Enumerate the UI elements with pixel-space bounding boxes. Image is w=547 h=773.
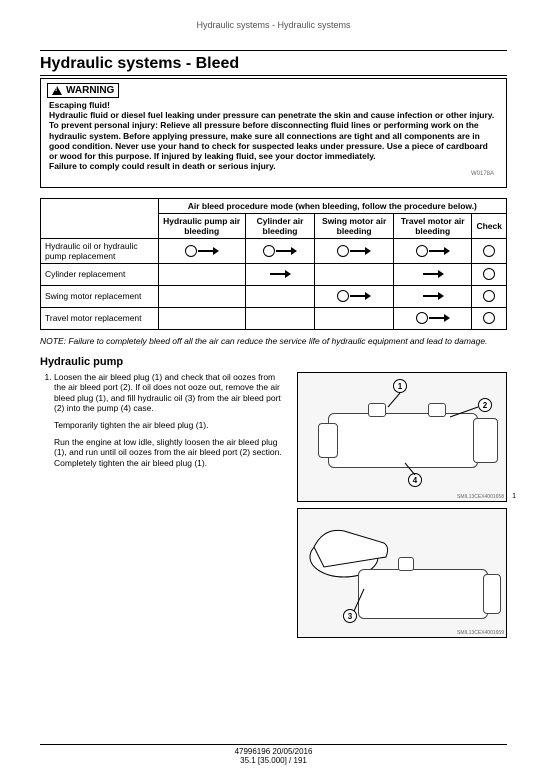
figure-1: 1 2 4 SMIL13CEX4001658 1 (297, 372, 507, 502)
step-1-text: Loosen the air bleed plug (1) and check … (40, 372, 287, 644)
row-label: Swing motor replacement (41, 285, 159, 307)
warning-triangle-icon (52, 86, 62, 95)
table-cell (393, 263, 471, 285)
table-cell (158, 238, 245, 263)
table-cell (393, 307, 471, 329)
row-label: Travel motor replacement (41, 307, 159, 329)
table-cell (472, 307, 507, 329)
table-row: Cylinder replacement (41, 263, 507, 285)
table-cell (472, 238, 507, 263)
rule-top (40, 50, 507, 51)
table-cell (158, 307, 245, 329)
footer-page: 35.1 [35.000] / 191 (40, 756, 507, 765)
table-cell (393, 238, 471, 263)
header-breadcrumb: Hydraulic systems - Hydraulic systems (40, 20, 507, 30)
figure-2-credit: SMIL13CEX4001659 (457, 630, 504, 636)
warning-box: WARNING Escaping fluid! Hydraulic fluid … (40, 78, 507, 188)
col-h-3: Travel motor air bleeding (393, 213, 471, 238)
table-row: Hydraulic oil or hydraulic pump replacem… (41, 238, 507, 263)
table-cell (315, 238, 394, 263)
warning-code: W0178A (471, 171, 498, 180)
step-1-item: Loosen the air bleed plug (1) and check … (54, 372, 287, 469)
leader-line-icon (448, 403, 482, 423)
table-row: Swing motor replacement (41, 285, 507, 307)
warning-text: Hydraulic fluid or diesel fuel leaking u… (49, 110, 498, 161)
figure-2: 3 SMIL13CEX4001659 (297, 508, 507, 638)
table-row: Travel motor replacement (41, 307, 507, 329)
warning-fail: Failure to comply could result in death … (49, 161, 498, 171)
table-caption: Air bleed procedure mode (when bleeding,… (158, 198, 506, 213)
step-1-row: Loosen the air bleed plug (1) and check … (40, 372, 507, 644)
figure-1-page: 1 (512, 493, 516, 500)
table-cell (158, 263, 245, 285)
table-cell (158, 285, 245, 307)
table-corner (41, 198, 159, 238)
col-h-2: Swing motor air bleeding (315, 213, 394, 238)
leader-line-icon (350, 587, 370, 613)
page-footer: 47996196 20/05/2016 35.1 [35.000] / 191 (40, 744, 507, 765)
warning-heading: WARNING (47, 83, 119, 98)
figure-1-credit: SMIL13CEX4001658 (457, 494, 504, 500)
table-cell (315, 263, 394, 285)
row-label: Hydraulic oil or hydraulic pump replacem… (41, 238, 159, 263)
step-1-p2: Temporarily tighten the air bleed plug (… (54, 420, 287, 431)
table-cell (245, 307, 315, 329)
col-h-0: Hydraulic pump air bleeding (158, 213, 245, 238)
col-h-4: Check (472, 213, 507, 238)
row-label: Cylinder replacement (41, 263, 159, 285)
table-cell (245, 238, 315, 263)
col-h-1: Cylinder air bleeding (245, 213, 315, 238)
figure-column: 1 2 4 SMIL13CEX4001658 1 3 SMIL13CEX4001… (297, 372, 507, 644)
table-cell (393, 285, 471, 307)
warning-label: WARNING (66, 85, 114, 96)
table-cell (472, 263, 507, 285)
step-1-p1: Loosen the air bleed plug (1) and check … (54, 372, 281, 414)
footer-meta: 47996196 20/05/2016 (40, 747, 507, 756)
step-1-p3: Run the engine at low idle, slightly loo… (54, 437, 287, 469)
rule-under-title (40, 75, 507, 76)
leader-line-icon (386, 391, 406, 411)
table-cell (315, 285, 394, 307)
note-text: NOTE: Failure to completely bleed off al… (40, 336, 507, 346)
table-cell (315, 307, 394, 329)
bleed-procedure-table: Air bleed procedure mode (when bleeding,… (40, 198, 507, 330)
warning-lead: Escaping fluid! (49, 100, 498, 110)
table-cell (245, 285, 315, 307)
page-title: Hydraulic systems - Bleed (40, 55, 507, 73)
section-title: Hydraulic pump (40, 356, 507, 368)
table-cell (245, 263, 315, 285)
leader-line-icon (403, 461, 423, 479)
table-cell (472, 285, 507, 307)
warning-body: Escaping fluid! Hydraulic fluid or diese… (41, 98, 506, 187)
